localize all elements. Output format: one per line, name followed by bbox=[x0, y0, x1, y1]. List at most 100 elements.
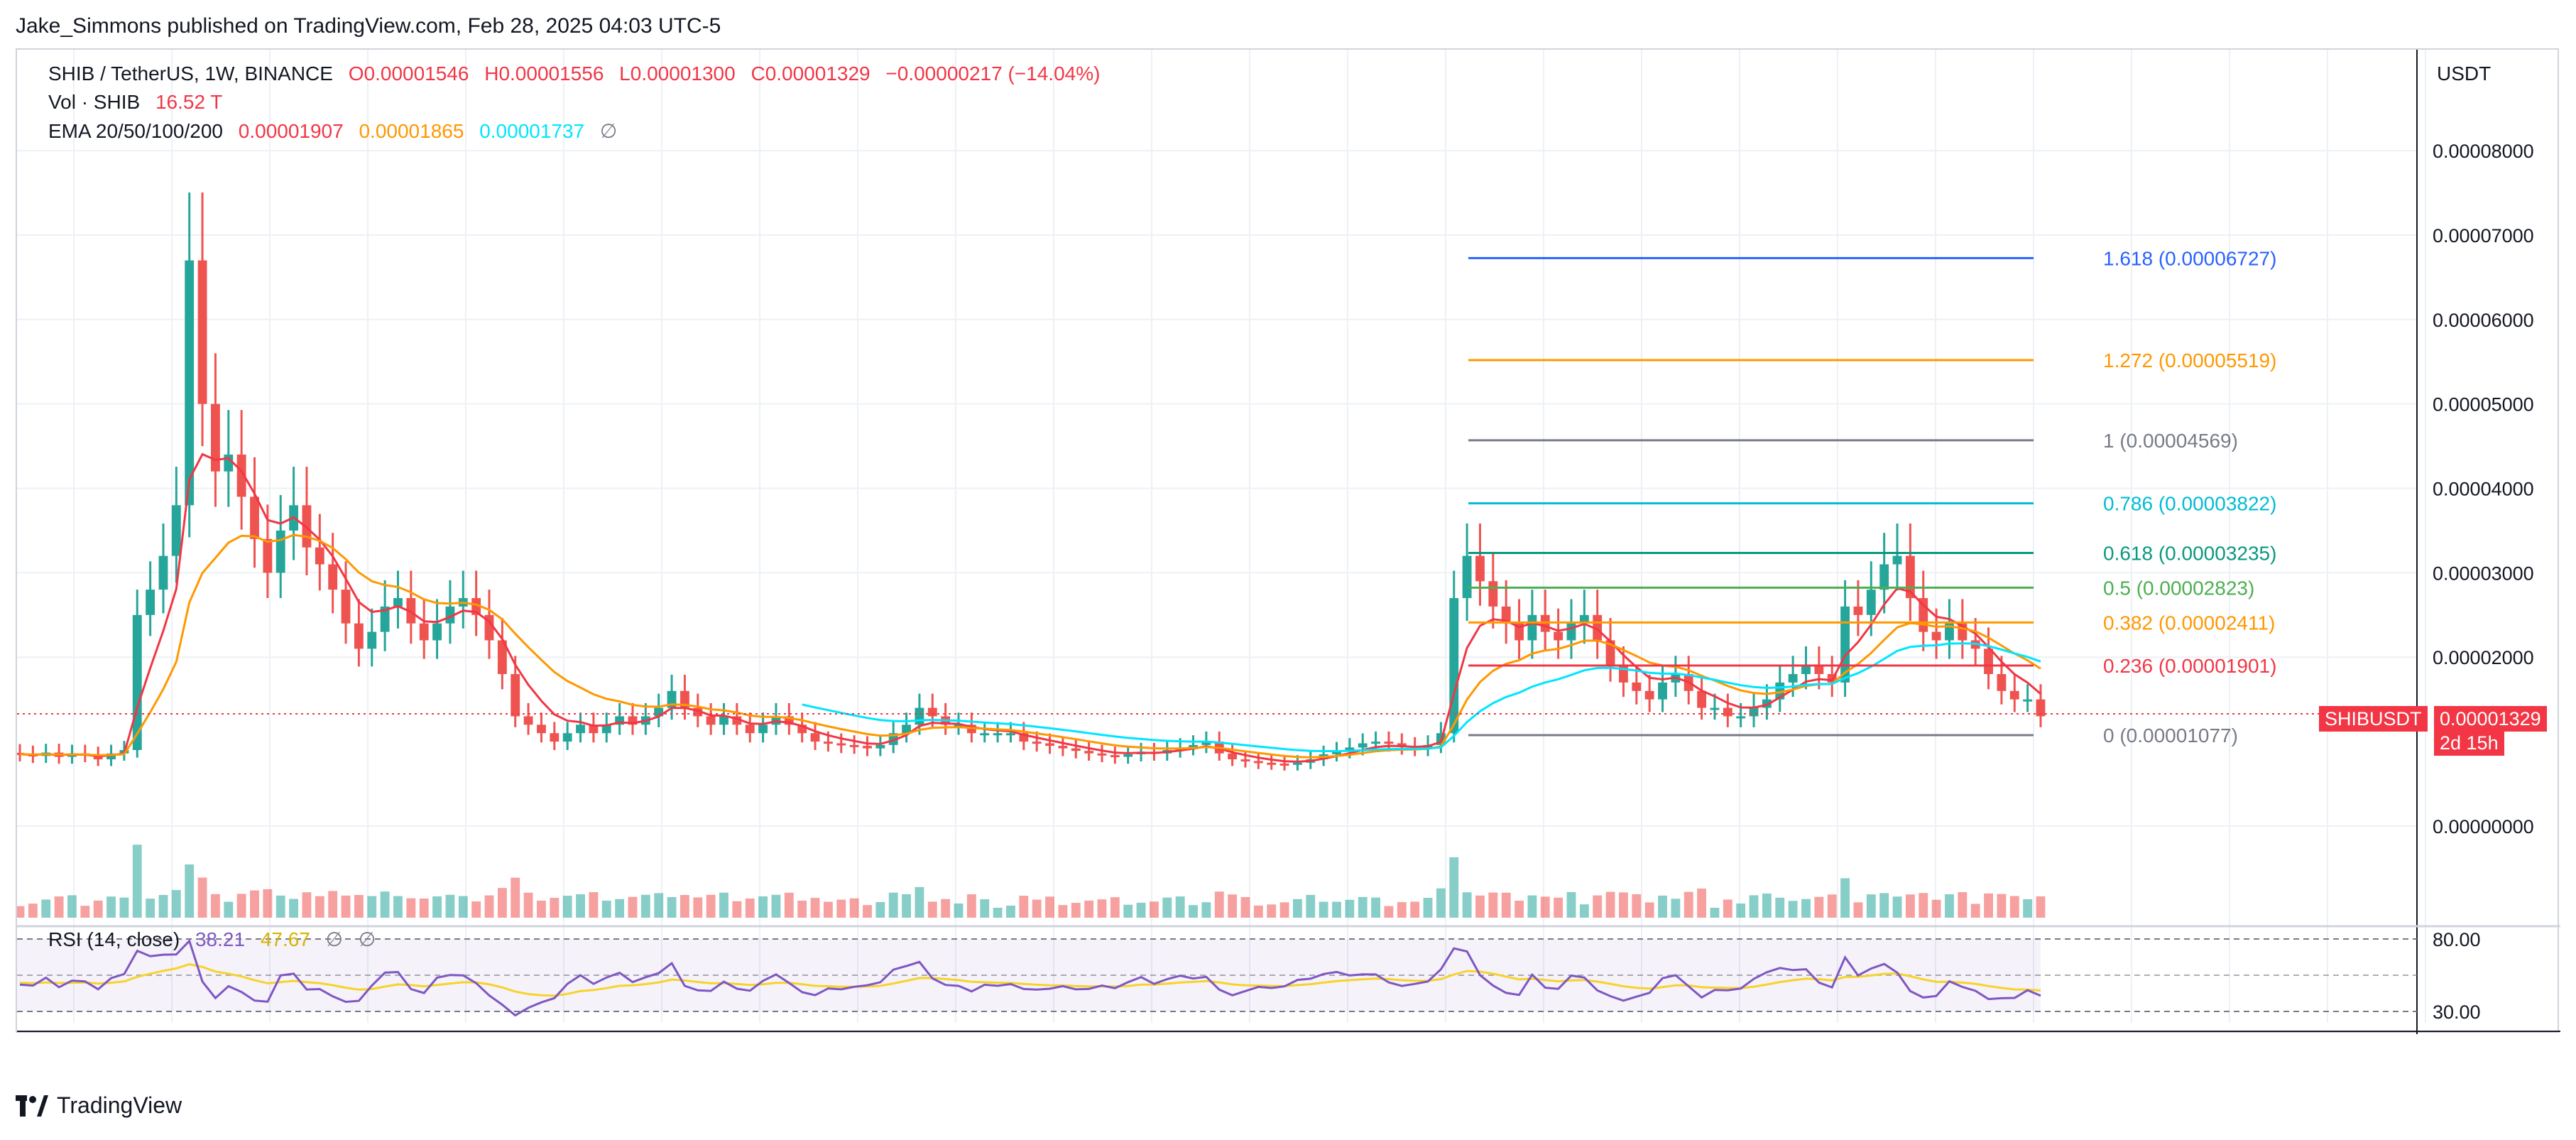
volume-label: Vol · SHIB bbox=[48, 91, 141, 113]
candle-body bbox=[1488, 581, 1498, 607]
candle-body bbox=[1554, 631, 1563, 641]
price-change: −0.00000217 (−14.04%) bbox=[885, 63, 1101, 85]
volume-bar bbox=[458, 896, 468, 918]
volume-bar bbox=[171, 890, 181, 918]
candle-body bbox=[576, 724, 585, 734]
candle-body bbox=[680, 690, 689, 708]
ema50-value: 0.00001865 bbox=[359, 120, 464, 142]
volume-bar bbox=[511, 877, 520, 918]
currency-label[interactable]: USDT bbox=[2437, 63, 2492, 85]
candle-body bbox=[2009, 690, 2019, 700]
fib-label: 1.272 (0.00005519) bbox=[2103, 349, 2276, 371]
volume-value: 16.52 T bbox=[155, 91, 223, 113]
volume-bar bbox=[275, 895, 285, 918]
volume-bar bbox=[17, 906, 25, 918]
chart-canvas[interactable]: SepNov2022MarMayJulSepNov2023MarMayJulSe… bbox=[17, 50, 2560, 1034]
candle-body bbox=[615, 716, 625, 725]
fib-label: 0.5 (0.00002823) bbox=[2103, 577, 2254, 599]
rsi-tick-label: 80.00 bbox=[2433, 929, 2481, 950]
volume-bar bbox=[601, 901, 611, 918]
volume-bar bbox=[523, 892, 533, 918]
candle-body bbox=[2023, 699, 2033, 702]
candle-body bbox=[1462, 555, 1472, 599]
candle-body bbox=[1279, 764, 1289, 766]
volume-bar bbox=[1554, 897, 1563, 918]
rsi-null-1: ∅ bbox=[325, 928, 344, 950]
tradingview-footer[interactable]: TradingView bbox=[16, 1092, 182, 1119]
volume-bar bbox=[1488, 892, 1498, 918]
candle-body bbox=[1384, 742, 1394, 744]
volume-bar bbox=[640, 894, 650, 918]
candle-body bbox=[719, 716, 728, 725]
volume-bar bbox=[1919, 893, 1928, 918]
candle-body bbox=[550, 733, 560, 742]
volume-bar bbox=[1332, 901, 1341, 918]
volume-bar bbox=[1619, 892, 1628, 918]
candle-body bbox=[1201, 742, 1211, 745]
volume-bar bbox=[341, 895, 351, 918]
ema20-value: 0.00001907 bbox=[238, 120, 344, 142]
rsi-null-2: ∅ bbox=[358, 928, 376, 950]
volume-bar bbox=[1253, 905, 1263, 918]
candle-body bbox=[1866, 590, 1876, 615]
volume-bar bbox=[1958, 892, 1968, 918]
candle-body bbox=[1723, 707, 1732, 717]
candle-body bbox=[1019, 733, 1029, 742]
rsi-band bbox=[17, 939, 2041, 1011]
candle-body bbox=[1984, 648, 1993, 675]
volume-bar bbox=[1632, 894, 1642, 918]
candle-body bbox=[1515, 623, 1524, 641]
candle-body bbox=[523, 716, 533, 725]
candle-body bbox=[706, 716, 716, 725]
volume-bar bbox=[1123, 904, 1133, 918]
volume-bar bbox=[1527, 895, 1537, 918]
candle-body bbox=[810, 733, 820, 742]
candle-body bbox=[341, 590, 351, 624]
fib-label: 1 (0.00004569) bbox=[2103, 430, 2238, 452]
volume-bar bbox=[432, 896, 442, 918]
candle-body bbox=[1358, 743, 1368, 748]
volume-bar bbox=[263, 889, 273, 918]
symbol-legend: SHIB / TetherUS, 1W, BINANCE O0.00001546… bbox=[48, 63, 1110, 85]
candle-body bbox=[601, 724, 611, 734]
volume-bar bbox=[1162, 897, 1172, 918]
candle-body bbox=[250, 496, 259, 539]
volume-bar bbox=[445, 894, 455, 918]
volume-bar bbox=[1984, 893, 1993, 918]
volume-bar bbox=[1762, 894, 1772, 918]
volume-bar bbox=[1905, 894, 1915, 918]
volume-bar bbox=[667, 897, 677, 918]
chart-frame[interactable]: SepNov2022MarMayJulSepNov2023MarMayJulSe… bbox=[16, 48, 2560, 1034]
y-tick-label: 0.00008000 bbox=[2433, 141, 2534, 162]
volume-bar bbox=[1345, 899, 1355, 918]
volume-bar bbox=[1671, 899, 1681, 918]
ema-label: EMA 20/50/100/200 bbox=[48, 120, 223, 142]
candle-body bbox=[1644, 690, 1654, 700]
fib-label: 0 (0.00001077) bbox=[2103, 724, 2238, 747]
volume-bar bbox=[1267, 904, 1277, 918]
candle-body bbox=[1997, 674, 2007, 691]
y-tick-label: 0.00002000 bbox=[2433, 647, 2534, 668]
volume-bar bbox=[1970, 903, 1980, 918]
volume-bar bbox=[1710, 908, 1720, 918]
ohlc-close: C0.00001329 bbox=[751, 63, 871, 85]
ohlc-low: L0.00001300 bbox=[619, 63, 736, 85]
volume-bar bbox=[1292, 899, 1302, 918]
candle-body bbox=[107, 753, 116, 760]
volume-legend: Vol · SHIB 16.52 T bbox=[48, 91, 232, 114]
volume-bar bbox=[28, 903, 38, 918]
volume-bar bbox=[628, 896, 638, 918]
ohlc-open: O0.00001546 bbox=[348, 63, 469, 85]
volume-bar bbox=[915, 886, 924, 918]
volume-bar bbox=[354, 895, 364, 918]
volume-bar bbox=[1136, 902, 1146, 918]
candle-body bbox=[980, 733, 990, 736]
volume-bar bbox=[250, 890, 259, 918]
volume-bar bbox=[484, 895, 494, 918]
volume-bar bbox=[2036, 896, 2046, 918]
y-tick-label: 0.00003000 bbox=[2433, 563, 2534, 584]
candle-body bbox=[1658, 682, 1667, 700]
publisher-line: Jake_Simmons published on TradingView.co… bbox=[16, 14, 721, 38]
footer-brand: TradingView bbox=[57, 1092, 182, 1118]
volume-bar bbox=[1201, 902, 1211, 918]
